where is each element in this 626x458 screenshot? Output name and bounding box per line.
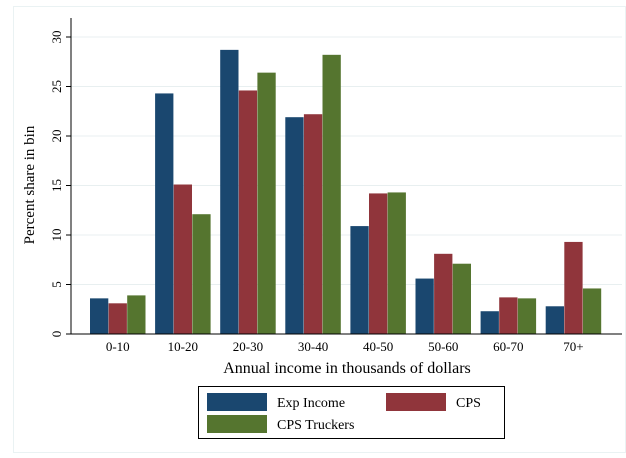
- x-tick-label: 10-20: [168, 339, 198, 354]
- bar: [564, 241, 583, 334]
- x-tick-label: 0-10: [106, 339, 130, 354]
- bar: [285, 117, 304, 334]
- bar: [350, 226, 369, 334]
- bar: [434, 253, 453, 334]
- legend-swatch: [207, 415, 267, 433]
- y-tick-label: 5: [49, 281, 64, 288]
- legend-swatch: [207, 393, 267, 411]
- bar: [192, 214, 211, 334]
- y-tick-label: 20: [49, 130, 64, 143]
- bar: [452, 263, 471, 334]
- bar: [322, 54, 341, 334]
- bar: [220, 49, 239, 335]
- bars: [90, 49, 602, 335]
- legend-swatch: [386, 393, 446, 411]
- bar: [517, 298, 537, 334]
- bar: [582, 288, 602, 334]
- bar: [257, 72, 276, 334]
- y-tick-label: 15: [49, 179, 64, 192]
- bar: [127, 295, 146, 334]
- bar: [415, 278, 434, 334]
- bar: [108, 303, 127, 334]
- bar: [369, 193, 388, 334]
- bar: [155, 93, 174, 335]
- x-tick-label: 70+: [563, 339, 583, 354]
- legend-label: CPS Truckers: [277, 418, 354, 433]
- x-tick-label: 30-40: [298, 339, 328, 354]
- y-tick-label: 10: [49, 229, 64, 242]
- legend: Exp Income CPS CPS Truckers: [198, 386, 505, 439]
- y-tick-label: 25: [49, 80, 64, 93]
- y-tick-label: 30: [49, 31, 64, 44]
- bar: [499, 297, 518, 334]
- y-tick-label: 0: [49, 331, 64, 338]
- bar: [173, 184, 192, 334]
- x-axis-label: Annual income in thousands of dollars: [223, 360, 471, 377]
- axes: 0 5 10 15 20 25 30 0-10 10-20 20-30 30-40 40-50 50-6…: [49, 18, 622, 354]
- legend-label: CPS: [456, 396, 481, 411]
- x-tick-label: 40-50: [363, 339, 393, 354]
- x-tick-label: 20-30: [233, 339, 263, 354]
- x-tick-label: 50-60: [428, 339, 458, 354]
- bar: [90, 298, 109, 334]
- y-axis-label: Percent share in bin: [22, 125, 38, 244]
- bar: [303, 114, 323, 334]
- x-tick-label: 60-70: [493, 339, 523, 354]
- bar: [545, 306, 564, 334]
- bar: [387, 192, 406, 334]
- bar: [480, 311, 499, 334]
- bar: [238, 90, 258, 335]
- legend-label: Exp Income: [277, 396, 345, 411]
